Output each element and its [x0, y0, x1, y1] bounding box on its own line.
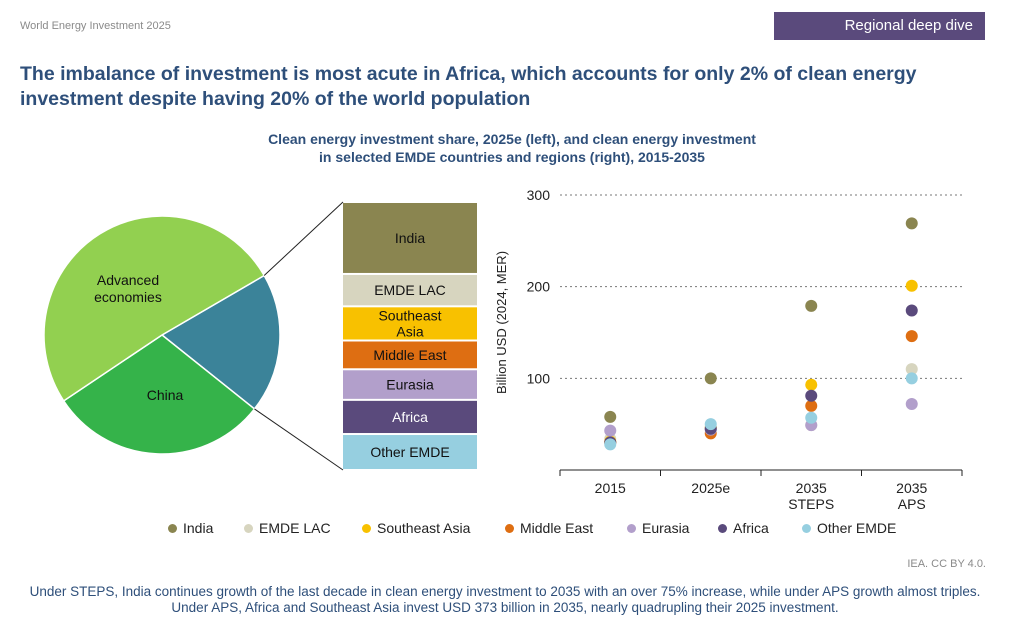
point-india-2015 — [604, 410, 617, 423]
breakdown-segment-other-emde — [343, 435, 477, 469]
legend-marker-africa — [718, 523, 727, 533]
point-other-emde-2035-aps — [905, 372, 918, 385]
legend-item-middle-east: Middle East — [505, 520, 593, 536]
point-india-2035-steps — [805, 299, 818, 312]
point-southeast-asia-2035-aps — [905, 279, 918, 292]
point-middle-east-2035-aps — [905, 330, 918, 343]
legend-item-southeast-asia: Southeast Asia — [362, 520, 470, 536]
y-tick-label-100: 100 — [527, 370, 551, 386]
page-headline: The imbalance of investment is most acut… — [20, 63, 917, 110]
point-southeast-asia-2035-steps — [805, 378, 818, 391]
legend-item-eurasia: Eurasia — [627, 520, 689, 536]
legend-marker-middle-east — [505, 523, 514, 533]
legend-label-africa: Africa — [733, 520, 769, 536]
point-emde-lac-2035-aps — [905, 363, 918, 376]
footnote: Under STEPS, India continues growth of t… — [29, 584, 981, 615]
point-africa-2035-steps — [805, 389, 818, 402]
point-india-2025e — [704, 372, 717, 385]
legend-label-india: India — [183, 520, 214, 536]
pie-label-china: China — [147, 387, 184, 403]
chart-title: Clean energy investment share, 2025e (le… — [212, 130, 812, 166]
scatter-legend: India EMDE LAC Southeast Asia Middle East Eu… — [0, 520, 1024, 540]
chart-title-line-2: in selected EMDE countries and regions (… — [319, 149, 705, 165]
x-tick-label-2035-steps: 2035 STEPS — [788, 480, 834, 512]
legend-marker-southeast-asia — [362, 523, 371, 533]
breakdown-label-india: India — [395, 230, 426, 246]
y-tick-label-200: 200 — [527, 279, 551, 295]
source-note: IEA. CC BY 4.0. — [907, 558, 986, 570]
x-tick-label-2035-aps: 2035 APS — [896, 480, 927, 512]
legend-marker-other-emde — [802, 523, 811, 533]
breakdown-segment-eurasia — [343, 370, 477, 399]
breakdown-segment-india — [343, 203, 477, 273]
point-india-2035-aps — [905, 217, 918, 230]
breakdown-label-emde-lac: EMDE LAC — [374, 282, 446, 298]
point-other-emde-2025e — [704, 418, 717, 431]
y-axis-label: Billion USD (2024, MER) — [494, 251, 509, 394]
legend-label-eurasia: Eurasia — [642, 520, 690, 536]
legend-item-africa: Africa — [718, 520, 769, 536]
legend-marker-emde-lac — [244, 523, 253, 533]
legend-label-middle-east: Middle East — [520, 520, 594, 536]
point-eurasia-2015 — [604, 424, 617, 437]
breakdown-label-eurasia: Eurasia — [386, 377, 434, 393]
legend-marker-eurasia — [627, 523, 636, 533]
chart-title-line-1: Clean energy investment share, 2025e (le… — [268, 131, 756, 147]
pie-label-advanced-economies: Advanced economies — [94, 272, 162, 305]
point-africa-2035-aps — [905, 304, 918, 317]
legend-item-emde-lac: EMDE LAC — [244, 520, 331, 536]
pie-slice-emde — [160, 274, 281, 410]
legend-label-southeast-asia: Southeast Asia — [377, 520, 471, 536]
breakdown-segment-southeast-asia — [343, 307, 477, 340]
point-middle-east-2035-steps — [805, 399, 818, 412]
x-tick-label-2025e: 2025e — [691, 480, 730, 496]
point-other-emde-2015 — [604, 438, 617, 451]
connector-line-bottom — [254, 408, 344, 471]
breakdown-segment-africa — [343, 400, 477, 434]
breakdown-segment-middle-east — [343, 341, 477, 369]
breakdown-label-middle-east: Middle East — [373, 347, 446, 363]
legend-label-emde-lac: EMDE LAC — [259, 520, 331, 536]
breakdown-label-southeast-asia: Southeast Asia — [378, 307, 441, 339]
breakdown-label-africa: Africa — [392, 409, 428, 425]
legend-label-other-emde: Other EMDE — [817, 520, 897, 536]
point-eurasia-2035-aps — [905, 398, 918, 410]
point-other-emde-2035-steps — [805, 411, 818, 424]
pie-slice-china — [62, 334, 256, 455]
report-title: World Energy Investment 2025 — [20, 20, 171, 32]
section-badge: Regional deep dive — [774, 12, 985, 40]
legend-marker-india — [168, 523, 177, 533]
x-tick-label-2015: 2015 — [595, 480, 626, 496]
y-tick-label-300: 300 — [527, 187, 551, 203]
legend-item-other-emde: Other EMDE — [802, 520, 896, 536]
breakdown-segment-emde-lac — [343, 274, 477, 306]
pie-slice-advanced-economies — [43, 215, 266, 402]
connector-line-top — [263, 201, 344, 276]
breakdown-label-other-emde: Other EMDE — [370, 444, 449, 460]
legend-item-india: India — [168, 520, 213, 536]
